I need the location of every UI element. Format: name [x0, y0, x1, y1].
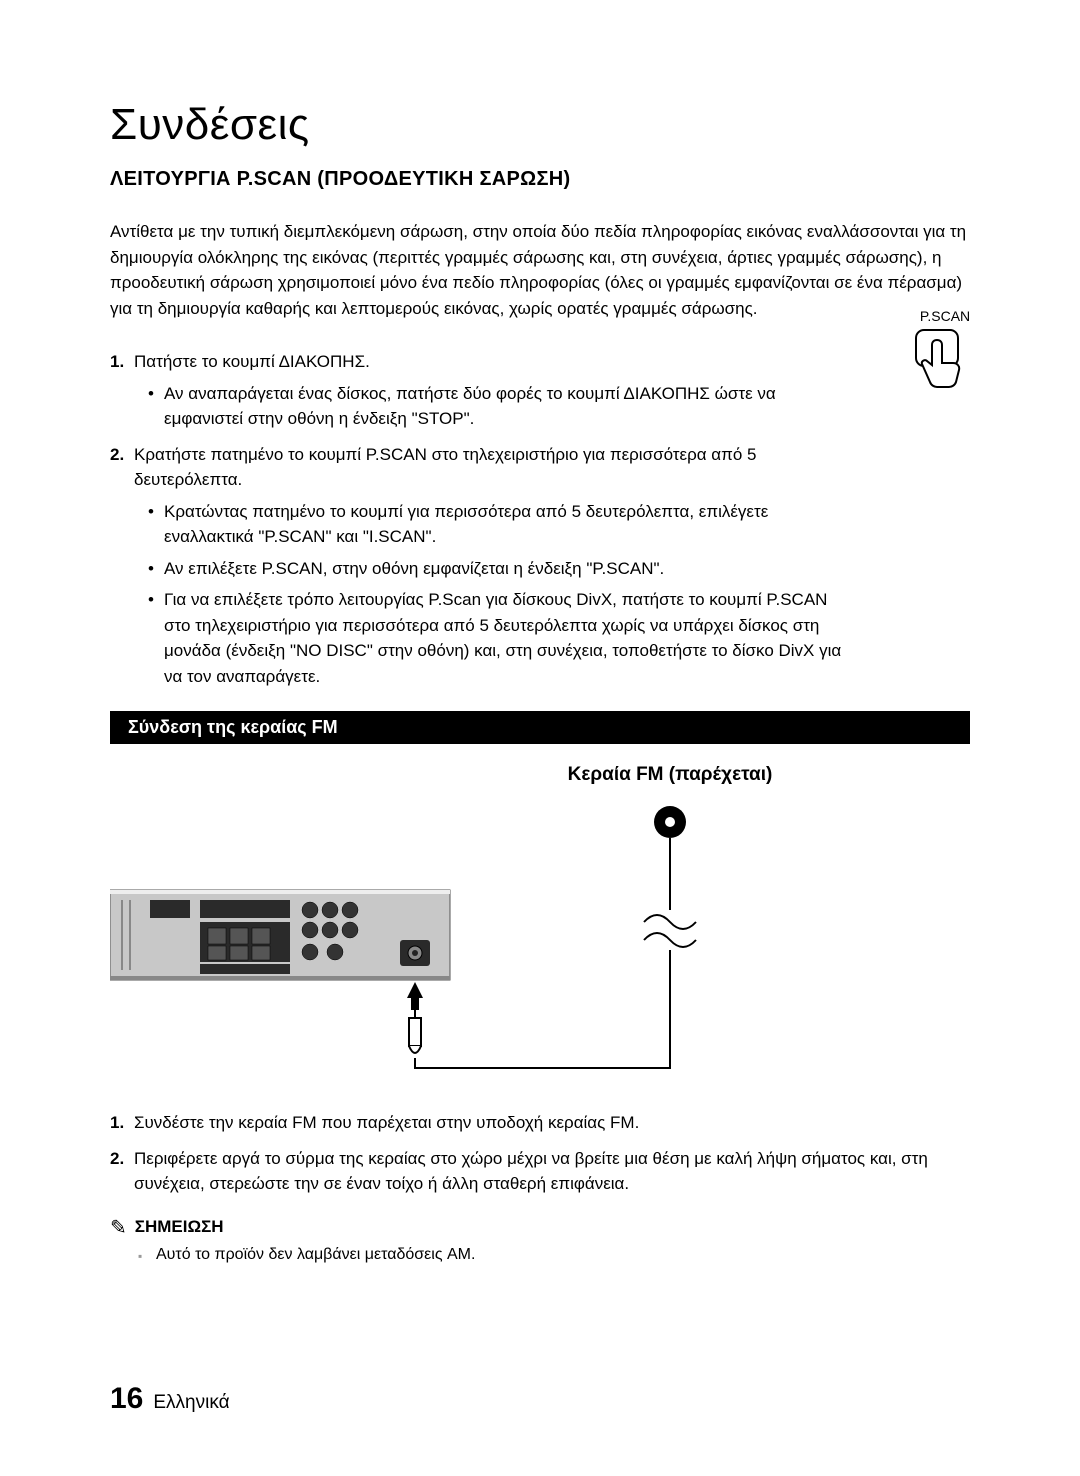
pscan-steps: 1. Πατήστε το κουμπί ΔΙΑΚΟΠΗΣ. • Αν αναπ… [110, 349, 980, 689]
step-text: Πατήστε το κουμπί ΔΙΑΚΟΠΗΣ. [134, 352, 370, 371]
bullet-dot: • [148, 499, 164, 550]
fm-steps: 1. Συνδέστε την κεραία FM που παρέχεται … [110, 1110, 980, 1197]
step-item: 1. Συνδέστε την κεραία FM που παρέχεται … [110, 1110, 980, 1136]
step-item: 1. Πατήστε το κουμπί ΔΙΑΚΟΠΗΣ. • Αν αναπ… [110, 349, 980, 432]
bullet-text: Για να επιλέξετε τρόπο λειτουργίας P.Sca… [164, 587, 854, 689]
step-number: 2. [110, 442, 134, 690]
step-body: Συνδέστε την κεραία FM που παρέχεται στη… [134, 1110, 854, 1136]
pscan-button-illustration: P.SCAN [910, 308, 980, 413]
bullet-dot: • [148, 587, 164, 689]
bullet-text: Κρατώντας πατημένο το κουμπί για περισσό… [164, 499, 854, 550]
step-item: 2. Περιφέρετε αργά το σύρμα της κεραίας … [110, 1146, 980, 1197]
fm-antenna-heading-bar: Σύνδεση της κεραίας FM [110, 711, 970, 744]
note-icon: ✎ [110, 1215, 127, 1240]
language-label: Ελληνικά [153, 1392, 229, 1414]
bullet-row: • Κρατώντας πατημένο το κουμπί για περισ… [148, 499, 854, 550]
bullet-text: Αν επιλέξετε P.SCAN, στην οθόνη εμφανίζε… [164, 556, 854, 582]
bullet-dot: • [148, 381, 164, 432]
section-subtitle: ΛΕΙΤΟΥΡΓΙΑ P.SCAN (ΠΡΟΟΔΕΥΤΙΚΗ ΣΑΡΩΣΗ) [110, 168, 980, 191]
step-text: Συνδέστε την κεραία FM που παρέχεται στη… [134, 1113, 639, 1132]
note-heading: ✎ ΣΗΜΕΙΩΣΗ [110, 1215, 980, 1240]
step-text: Κρατήστε πατημένο το κουμπί P.SCAN στο τ… [134, 445, 757, 490]
step-body: Κρατήστε πατημένο το κουμπί P.SCAN στο τ… [134, 442, 854, 690]
note-text: Αυτό το προϊόν δεν λαμβάνει μεταδόσεις A… [156, 1246, 475, 1264]
step-body: Περιφέρετε αργά το σύρμα της κεραίας στο… [134, 1146, 974, 1197]
step-item: 2. Κρατήστε πατημένο το κουμπί P.SCAN στ… [110, 442, 980, 690]
bullet-row: • Αν επιλέξετε P.SCAN, στην οθόνη εμφανί… [148, 556, 854, 582]
manual-page: Συνδέσεις ΛΕΙΤΟΥΡΓΙΑ P.SCAN (ΠΡΟΟΔΕΥΤΙΚΗ… [0, 0, 1080, 1476]
step-number: 1. [110, 1110, 134, 1136]
step-text: Περιφέρετε αργά το σύρμα της κεραίας στο… [134, 1149, 928, 1194]
page-footer: 16 Ελληνικά [110, 1382, 230, 1416]
step-number: 1. [110, 349, 134, 432]
step-number: 2. [110, 1146, 134, 1197]
bullet-dot: • [148, 556, 164, 582]
bullet-text: Αν αναπαράγεται ένας δίσκος, πατήστε δύο… [164, 381, 854, 432]
note-body: ▪ Αυτό το προϊόν δεν λαμβάνει μεταδόσεις… [138, 1246, 980, 1264]
pscan-label: P.SCAN [910, 308, 980, 324]
pscan-finger-icon [910, 328, 980, 408]
fm-antenna-diagram [110, 800, 970, 1070]
intro-paragraph: Αντίθετα με την τυπική διεμπλεκόμενη σάρ… [110, 219, 970, 321]
page-number: 16 [110, 1382, 143, 1416]
note-bullet-square: ▪ [138, 1246, 156, 1264]
fm-antenna-subtitle: Κεραία FM (παρέχεται) [110, 764, 970, 786]
bullet-row: • Για να επιλέξετε τρόπο λειτουργίας P.S… [148, 587, 854, 689]
bullet-row: • Αν αναπαράγεται ένας δίσκος, πατήστε δ… [148, 381, 854, 432]
note-label: ΣΗΜΕΙΩΣΗ [135, 1217, 224, 1237]
step-body: Πατήστε το κουμπί ΔΙΑΚΟΠΗΣ. • Αν αναπαρά… [134, 349, 854, 432]
page-title: Συνδέσεις [110, 100, 980, 150]
